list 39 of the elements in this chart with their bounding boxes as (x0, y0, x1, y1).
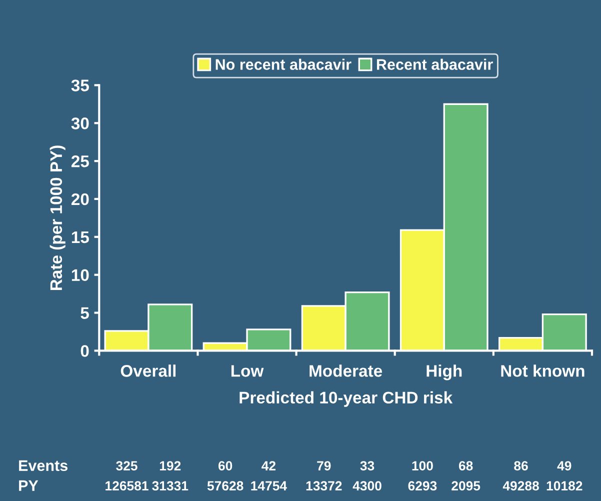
text: 31331 (152, 481, 188, 491)
text: 4300 (352, 481, 382, 491)
text: 6293 (408, 481, 437, 491)
text: 79 (317, 461, 331, 470)
x-axis-title: Predicted 10-year CHD risk (240, 391, 453, 407)
text: 68 (458, 461, 473, 470)
text: 86 (514, 461, 528, 470)
legend-label: Recent abacavir (376, 58, 493, 70)
text: 325 (116, 461, 138, 470)
y-tick-label: 5 (80, 307, 89, 319)
text: 33 (360, 461, 374, 470)
text: 49 (557, 461, 572, 470)
text: 2095 (452, 481, 480, 491)
y-tick-label: 35 (71, 80, 89, 92)
text: PY (19, 480, 38, 491)
y-tick-label: 15 (72, 231, 89, 244)
x-tick-label: Moderate (310, 364, 382, 377)
text: 60 (218, 461, 232, 470)
text: 42 (262, 461, 276, 470)
text: 10182 (546, 481, 582, 491)
y-tick-label: 20 (71, 193, 89, 206)
x-tick-label: Low (231, 365, 264, 377)
text: 13372 (306, 481, 342, 491)
x-tick-label: Overall (120, 364, 176, 377)
y-axis-title: Rate (per 1000 PY) (50, 146, 66, 290)
x-tick-label: Not known (501, 364, 584, 377)
text: Events (19, 460, 68, 472)
y-tick-label: 30 (71, 118, 89, 130)
y-tick-label: 10 (72, 269, 89, 282)
y-tick-label: 0 (80, 345, 89, 357)
text: 49288 (502, 481, 539, 491)
x-tick-label: High (426, 364, 462, 380)
legend-label: No recent abacavir (216, 58, 352, 70)
text: 14754 (251, 481, 287, 491)
text: 126581 (106, 481, 148, 491)
text: 100 (412, 461, 433, 470)
text: 192 (160, 461, 181, 470)
text: 57628 (207, 481, 244, 491)
y-tick-label: 25 (71, 155, 89, 168)
